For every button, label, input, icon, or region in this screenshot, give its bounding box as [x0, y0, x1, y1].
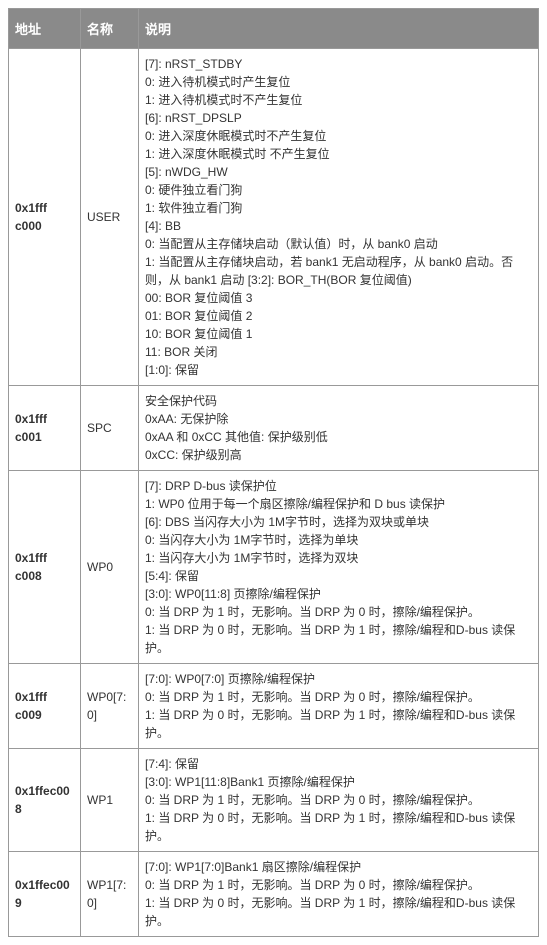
cell-name: WP1[7:0] — [81, 852, 139, 937]
cell-address: 0x1fff c001 — [9, 386, 81, 471]
table-header-row: 地址 名称 说明 — [9, 9, 539, 49]
cell-description: [7]: DRP D-bus 读保护位1: WP0 位用于每一个扇区擦除/编程保… — [139, 471, 539, 664]
register-table: 地址 名称 说明 0x1fff c000USER[7]: nRST_STDBY0… — [8, 8, 539, 937]
table-row: 0x1ffec008WP1[7:4]: 保留[3:0]: WP1[11:8]Ba… — [9, 749, 539, 852]
header-addr: 地址 — [9, 9, 81, 49]
cell-name: WP0[7:0] — [81, 664, 139, 749]
cell-description: [7:0]: WP0[7:0] 页擦除/编程保护0: 当 DRP 为 1 时，无… — [139, 664, 539, 749]
cell-name: USER — [81, 49, 139, 386]
cell-address: 0x1ffec009 — [9, 852, 81, 937]
cell-name: WP1 — [81, 749, 139, 852]
cell-description: [7:0]: WP1[7:0]Bank1 扇区擦除/编程保护0: 当 DRP 为… — [139, 852, 539, 937]
table-row: 0x1fff c008WP0[7]: DRP D-bus 读保护位1: WP0 … — [9, 471, 539, 664]
cell-address: 0x1ffec008 — [9, 749, 81, 852]
table-row: 0x1fff c000USER[7]: nRST_STDBY0: 进入待机模式时… — [9, 49, 539, 386]
cell-description: [7]: nRST_STDBY0: 进入待机模式时产生复位1: 进入待机模式时不… — [139, 49, 539, 386]
cell-description: 安全保护代码0xAA: 无保护除0xAA 和 0xCC 其他值: 保护级别低0x… — [139, 386, 539, 471]
cell-address: 0x1fff c009 — [9, 664, 81, 749]
table-row: 0x1fff c001SPC安全保护代码0xAA: 无保护除0xAA 和 0xC… — [9, 386, 539, 471]
table-row: 0x1fff c009WP0[7:0][7:0]: WP0[7:0] 页擦除/编… — [9, 664, 539, 749]
header-name: 名称 — [81, 9, 139, 49]
table-row: 0x1ffec009WP1[7:0][7:0]: WP1[7:0]Bank1 扇… — [9, 852, 539, 937]
cell-description: [7:4]: 保留[3:0]: WP1[11:8]Bank1 页擦除/编程保护0… — [139, 749, 539, 852]
cell-name: SPC — [81, 386, 139, 471]
cell-address: 0x1fff c008 — [9, 471, 81, 664]
cell-name: WP0 — [81, 471, 139, 664]
header-desc: 说明 — [139, 9, 539, 49]
cell-address: 0x1fff c000 — [9, 49, 81, 386]
